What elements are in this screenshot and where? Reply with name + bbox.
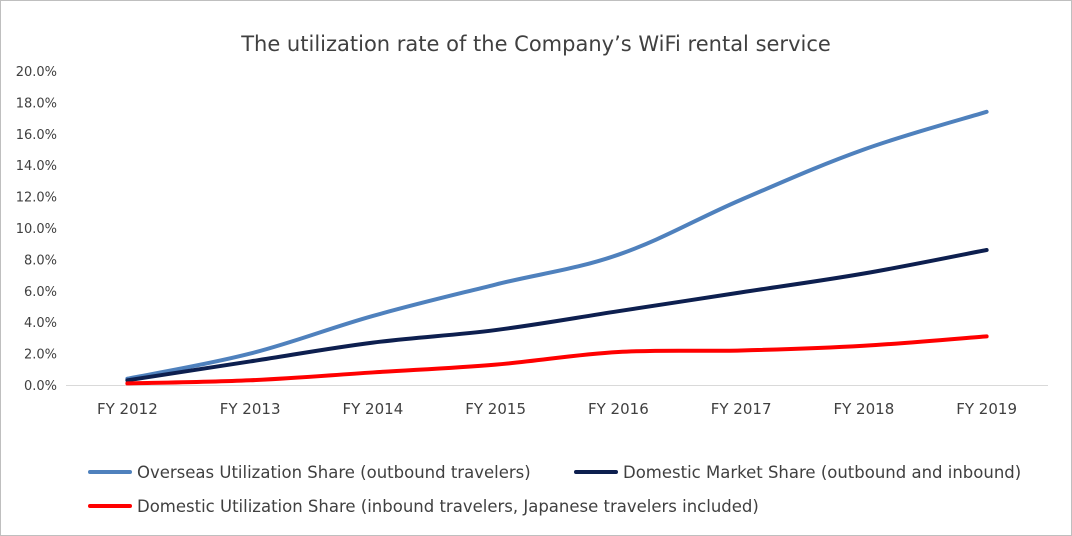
- series-line-domestic-utilization: [125, 334, 989, 386]
- y-tick-label: 16.0%: [16, 128, 57, 143]
- y-tick-label: 20.0%: [16, 65, 57, 80]
- y-tick-label: 12.0%: [16, 191, 57, 206]
- x-tick-label: FY 2013: [220, 400, 281, 418]
- x-tick-label: FY 2018: [834, 400, 895, 418]
- x-tick-label: FY 2015: [465, 400, 526, 418]
- y-tick-label: 6.0%: [24, 285, 57, 300]
- x-tick-label: FY 2016: [588, 400, 649, 418]
- legend: Overseas Utilization Share (outbound tra…: [88, 463, 1021, 516]
- series-line-domestic-market: [125, 247, 989, 383]
- x-tick-label: FY 2017: [711, 400, 772, 418]
- x-tick-label: FY 2019: [956, 400, 1017, 418]
- legend-label: Domestic Market Share (outbound and inbo…: [623, 463, 1021, 482]
- x-axis-ticks: FY 2012 FY 2013 FY 2014 FY 2015 FY 2016 FY 20…: [97, 400, 1017, 418]
- y-axis-ticks: 0.0% 2.0% 4.0% 6.0% 8.0% 10.0% 12.0% 14.0% 16.0%…: [16, 65, 57, 394]
- series-lines: [125, 109, 989, 386]
- chart-title: The utilization rate of the Company’s Wi…: [240, 32, 831, 56]
- y-tick-label: 8.0%: [24, 253, 57, 268]
- x-tick-label: FY 2014: [343, 400, 404, 418]
- x-tick-label: FY 2012: [97, 400, 158, 418]
- y-tick-label: 14.0%: [16, 159, 57, 174]
- legend-item: Overseas Utilization Share (outbound tra…: [88, 463, 531, 482]
- legend-label: Overseas Utilization Share (outbound tra…: [137, 463, 531, 482]
- y-tick-label: 0.0%: [24, 379, 57, 394]
- y-tick-label: 18.0%: [16, 96, 57, 111]
- legend-label: Domestic Utilization Share (inbound trav…: [137, 497, 759, 516]
- legend-item: Domestic Utilization Share (inbound trav…: [88, 497, 759, 516]
- series-line-overseas-utilization: [125, 109, 989, 381]
- y-tick-label: 4.0%: [24, 316, 57, 331]
- y-tick-label: 10.0%: [16, 222, 57, 237]
- legend-item: Domestic Market Share (outbound and inbo…: [574, 463, 1021, 482]
- y-tick-label: 2.0%: [24, 348, 57, 363]
